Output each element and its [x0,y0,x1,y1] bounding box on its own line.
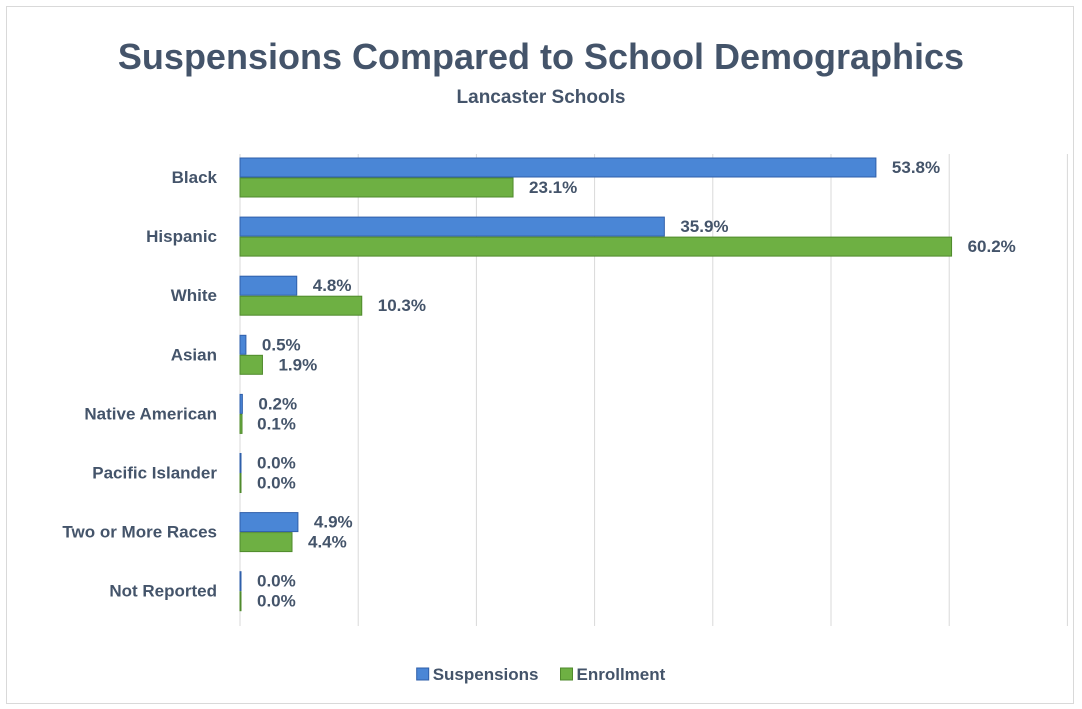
enrollment-bar [239,295,363,316]
enrollment-value-label: 1.9% [278,355,317,374]
category-label: Asian [171,345,217,364]
suspensions-bar [239,157,877,178]
suspensions-bar [239,216,665,237]
legend: Suspensions Enrollment [416,665,666,684]
suspensions-bar [239,571,242,592]
enrollment-value-label: 0.0% [257,592,296,611]
legend-label: Enrollment [577,665,666,684]
chart-subtitle: Lancaster Schools [456,87,626,108]
category-label: Two or More Races [62,523,217,542]
value-labels: 53.8% 23.1% 35.9% 60.2% 4.8% 10.3% 0.5%1.9% 0.2… [257,158,1016,611]
suspensions-value-label: 0.2% [258,394,297,413]
category-label: Hispanic [146,227,217,246]
enrollment-value-label: 10.3% [378,296,426,315]
category-label: Native American [84,404,217,423]
category-label: Pacific Islander [92,464,217,483]
suspensions-bar [239,393,243,414]
suspensions-value-label: 0.5% [262,335,301,354]
chart-title: Suspensions Compared to School Demograph… [117,36,965,77]
enrollment-value-label: 23.1% [529,178,577,197]
suspensions-bar [239,334,247,355]
enrollment-bar [239,413,243,434]
enrollment-bar [239,473,242,493]
enrollment-bar [239,532,293,553]
suspensions-bar [239,453,242,473]
legend-label: Suspensions [433,665,539,684]
legend-swatch [416,667,430,681]
enrollment-bar [239,354,263,375]
suspensions-value-label: 35.9% [680,217,728,236]
chart-frame [6,6,1074,704]
suspensions-bar [239,275,298,296]
enrollment-value-label: 4.4% [308,533,347,552]
suspensions-value-label: 4.9% [314,513,353,532]
enrollment-value-label: 60.2% [968,237,1016,256]
enrollment-value-label: 0.0% [257,474,296,493]
suspensions-bar [239,512,299,533]
category-label: White [171,286,217,305]
enrollment-bar [239,591,242,612]
category-labels: Black Hispanic White Asian Native American Pa… [62,168,217,601]
enrollment-bar [239,177,514,198]
category-label: Not Reported [109,582,217,601]
enrollment-bar [239,236,953,257]
bars [239,157,953,612]
suspensions-value-label: 0.0% [257,454,296,473]
suspensions-value-label: 0.0% [257,572,296,591]
suspensions-value-label: 53.8% [892,158,940,177]
enrollment-value-label: 0.1% [257,414,296,433]
legend-swatch [560,667,574,681]
category-label: Black [172,168,218,187]
suspensions-value-label: 4.8% [313,276,352,295]
